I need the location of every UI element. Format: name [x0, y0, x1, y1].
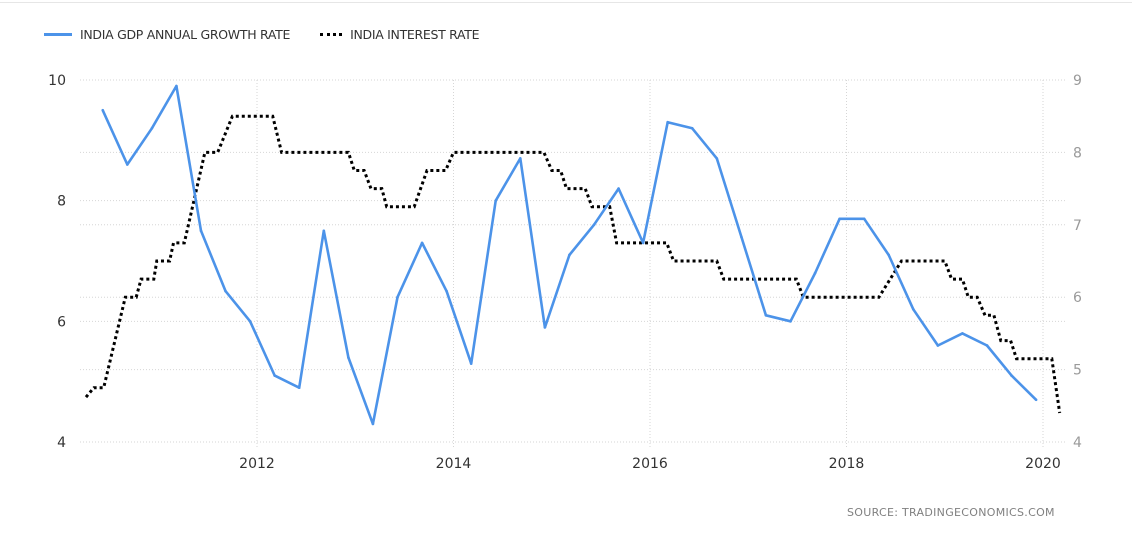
- data-point-gdp: [985, 344, 989, 347]
- data-point-gdp: [1010, 374, 1013, 377]
- x-tick-label: 2016: [632, 456, 668, 472]
- y-right-tick-label: 4: [1073, 435, 1082, 451]
- data-point-gdp: [936, 344, 940, 347]
- data-point-gdp: [789, 320, 792, 323]
- data-point-gdp: [126, 163, 129, 166]
- data-point-gdp: [322, 229, 326, 233]
- data-point-gdp: [666, 120, 669, 124]
- data-point-gdp: [224, 289, 227, 293]
- data-point-gdp: [199, 229, 203, 233]
- data-point-gdp: [862, 217, 866, 221]
- y-left-tick-label: 8: [57, 194, 66, 210]
- data-point-gdp: [690, 126, 694, 130]
- data-point-gdp: [371, 422, 375, 426]
- data-point-gdp: [592, 223, 596, 227]
- legend-item-gdp[interactable]: INDIA GDP ANNUAL GROWTH RATE: [44, 27, 290, 42]
- data-point-gdp: [813, 271, 817, 275]
- data-point-gdp: [297, 386, 301, 390]
- data-point-gdp: [961, 332, 964, 335]
- data-point-gdp: [1034, 398, 1038, 402]
- legend-label-gdp: INDIA GDP ANNUAL GROWTH RATE: [80, 27, 291, 42]
- y-right-tick-label: 6: [1073, 290, 1082, 306]
- y-left-tick-label: 4: [57, 435, 66, 451]
- x-tick-label: 2012: [239, 456, 275, 472]
- legend-swatch-gdp: [44, 33, 72, 36]
- x-tick-label: 2020: [1025, 456, 1061, 472]
- data-point-gdp: [617, 187, 620, 190]
- data-point-gdp: [248, 320, 252, 323]
- data-point-gdp: [420, 241, 424, 245]
- legend-swatch-interest: [320, 33, 343, 36]
- y-right-tick-label: 7: [1073, 218, 1082, 234]
- legend: INDIA GDP ANNUAL GROWTH RATE INDIA INTER…: [44, 27, 509, 42]
- data-point-gdp: [543, 326, 547, 329]
- data-point-gdp: [838, 217, 841, 221]
- source-label[interactable]: SOURCE: TRADINGECONOMICS.COM: [847, 506, 1055, 519]
- data-point-gdp: [568, 253, 571, 257]
- data-point-gdp: [347, 356, 350, 359]
- data-point-gdp: [396, 295, 399, 299]
- data-point-gdp: [469, 362, 473, 365]
- data-point-gdp: [715, 157, 719, 160]
- top-divider: [0, 2, 1132, 3]
- data-point-gdp: [445, 289, 448, 293]
- series-line-interest-rate: [84, 114, 1062, 414]
- y-left-tick-label: 6: [57, 314, 66, 330]
- data-point-gdp: [273, 374, 276, 377]
- data-point-gdp: [740, 235, 743, 239]
- x-tick-label: 2014: [436, 456, 472, 472]
- data-point-gdp: [887, 253, 891, 257]
- data-point-gdp: [912, 307, 915, 311]
- data-point-gdp: [101, 108, 105, 112]
- legend-item-interest[interactable]: INDIA INTEREST RATE: [320, 27, 480, 42]
- y-right-tick-label: 8: [1073, 145, 1082, 161]
- data-point-gdp: [175, 84, 178, 88]
- legend-label-interest: INDIA INTEREST RATE: [350, 27, 480, 42]
- y-left-tick-label: 10: [48, 73, 66, 89]
- data-point-gdp: [764, 314, 768, 317]
- data-point-gdp: [519, 157, 522, 160]
- x-tick-label: 2018: [829, 456, 865, 472]
- data-point-gdp: [150, 126, 154, 130]
- y-right-tick-label: 5: [1073, 363, 1082, 379]
- data-point-gdp: [641, 241, 645, 245]
- y-right-tick-label: 9: [1073, 73, 1082, 89]
- data-point-gdp: [494, 199, 498, 202]
